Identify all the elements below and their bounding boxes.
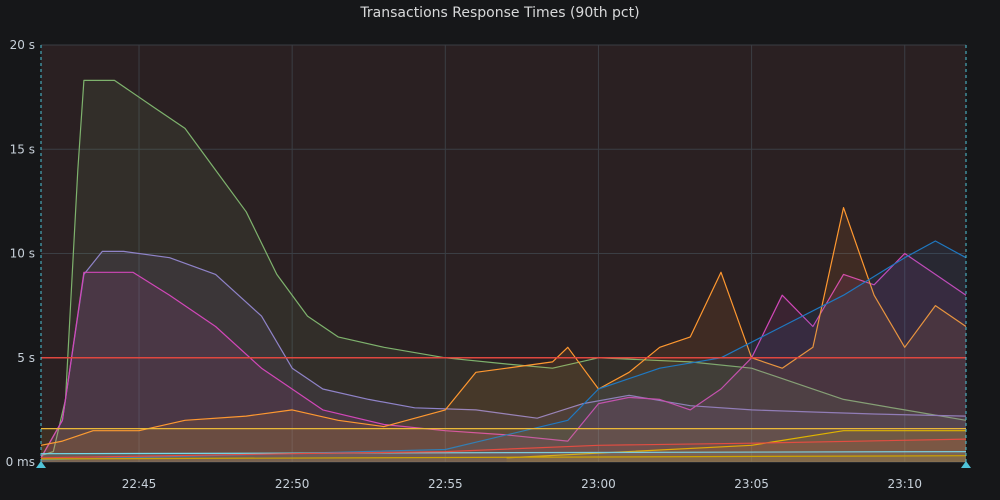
y-tick-label: 15 s [10,142,35,156]
series-line-2[interactable] [40,250,967,459]
series-area-10 [41,455,966,462]
x-tick-label: 23:00 [581,477,616,491]
series-area-4 [41,207,966,462]
series-line-3[interactable] [40,252,967,459]
x-tick-label: 23:10 [887,477,922,491]
series-line-7[interactable] [506,430,966,459]
y-tick-label: 5 s [17,351,35,365]
range-marker-right[interactable] [961,461,971,468]
x-tick-label: 23:05 [734,477,769,491]
panel-title: Transactions Response Times (90th pct) [360,5,640,21]
range-marker-left[interactable] [36,461,46,468]
series-area-5 [41,241,966,462]
series-line-8[interactable] [40,451,967,455]
x-tick-label: 22:55 [428,477,463,491]
series-area-2 [41,251,966,462]
x-tick-label: 22:50 [275,477,310,491]
series-line-9[interactable] [40,438,967,459]
series-line-10[interactable] [40,455,967,460]
y-tick-label: 0 ms [6,455,35,469]
y-tick-label: 20 s [10,38,35,52]
series-area-3 [41,253,966,462]
y-tick-label: 10 s [10,247,35,261]
x-tick-label: 22:45 [122,477,157,491]
series-line-1[interactable] [40,79,967,457]
